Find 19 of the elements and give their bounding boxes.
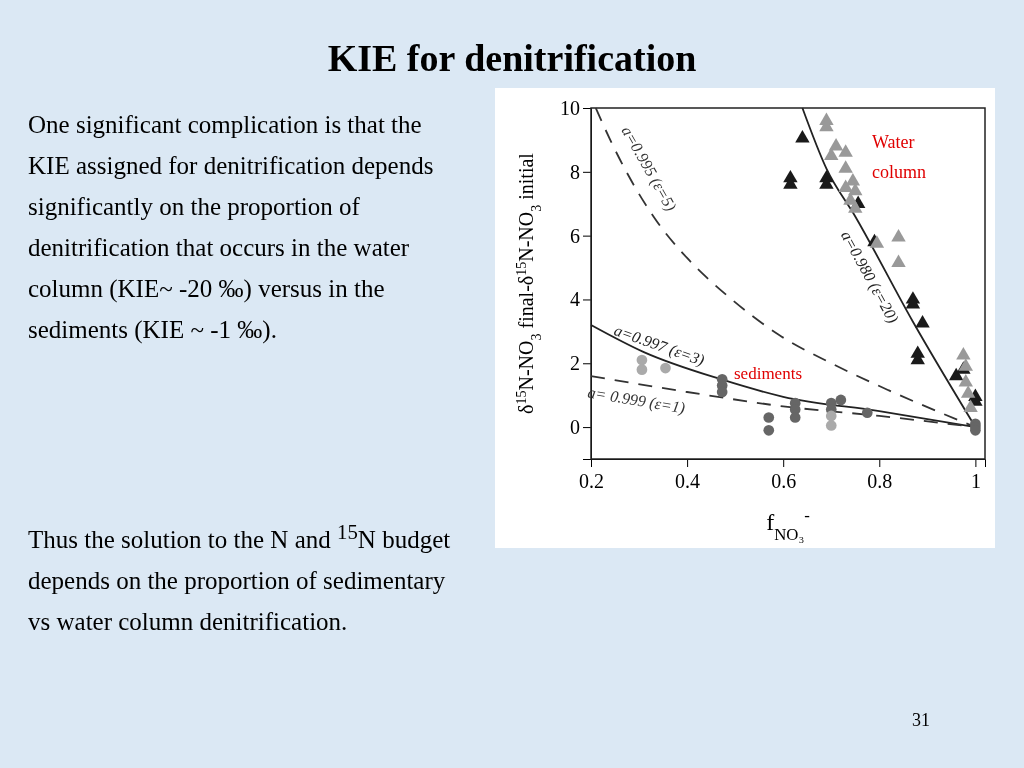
x-tick-label: 0.4 [675, 470, 701, 492]
x-tick-label: 0.2 [579, 470, 604, 492]
y-tick-label: 2 [570, 352, 580, 375]
y-tick-label: 4 [570, 288, 580, 311]
x-tick-label: 0.6 [771, 470, 797, 492]
y-tick-label: 10 [560, 96, 580, 119]
chart-title: KIE for denitrification [326, 36, 698, 80]
annotation: Water column [872, 131, 927, 184]
y-tick-label: 6 [570, 224, 580, 247]
annotation: sediments [734, 363, 803, 385]
text: One significant complication is that the KIE assigned for denitrification depends significantly on the proportion of denitrification that occurs in the water column (KIE~ -20 ‰) versus in the sediments (KIE ~ -1 ‰). [28, 110, 435, 346]
y-tick-label: 8 [570, 160, 580, 183]
x-tick-label: 0.8 [867, 470, 893, 492]
text: a=0.997 (ε=3) [611, 321, 707, 370]
text: 31 [912, 709, 931, 732]
y-tick-label: 0 [570, 415, 580, 438]
text: Thus the solution to the N and $^{15}$N budget depends on the proportion of sedimentary vs water column denitrification. [28, 519, 452, 638]
text: a= 0.999 (ε=1) [586, 383, 687, 418]
x-tick-label: 1 [970, 470, 981, 492]
